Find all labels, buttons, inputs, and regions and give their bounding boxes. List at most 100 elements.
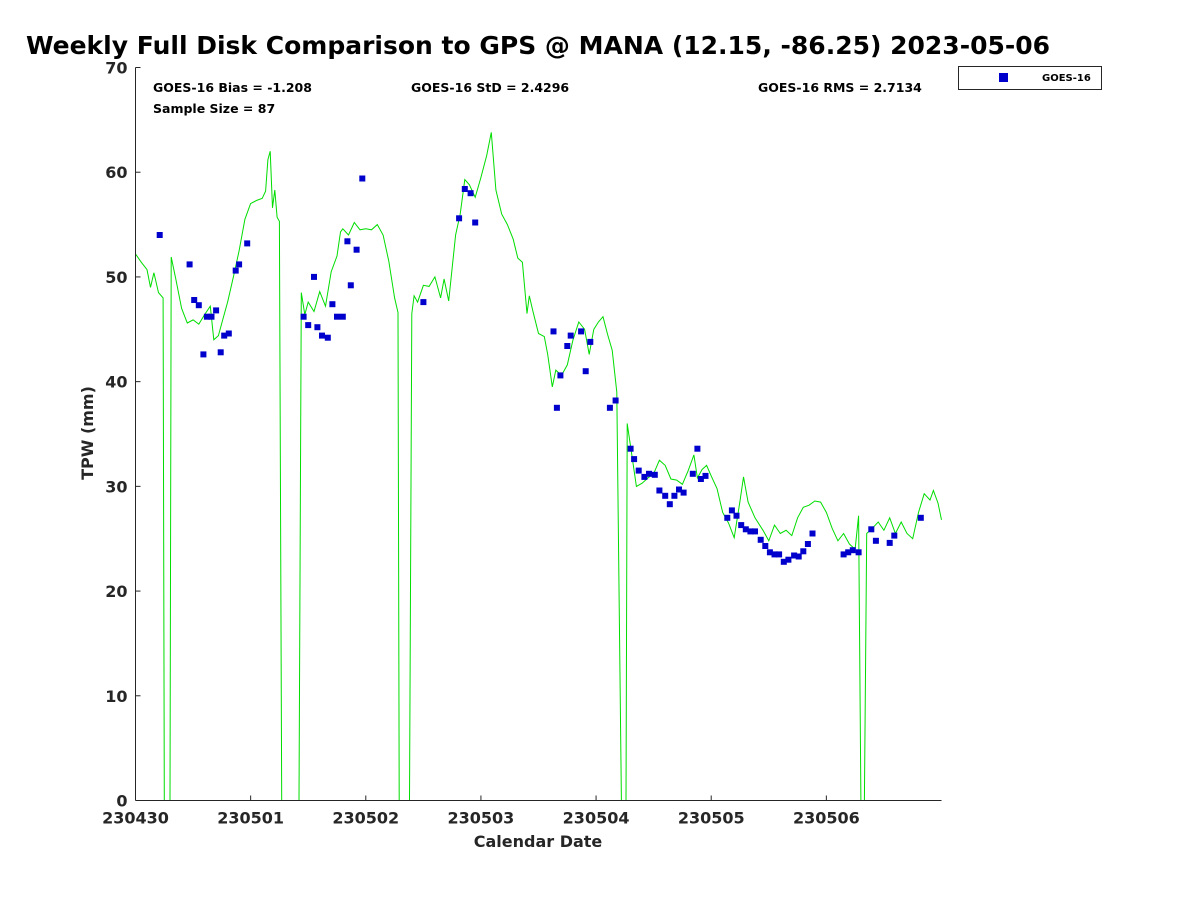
goes16-point (456, 215, 463, 222)
goes16-point (353, 246, 360, 253)
goes16-point (635, 467, 642, 474)
x-tick-label: 230430 (102, 809, 169, 828)
legend-marker (999, 73, 1008, 82)
goes16-point (886, 539, 893, 546)
x-tick-label: 230505 (678, 809, 745, 828)
goes16-point (680, 489, 687, 496)
y-tick-label: 30 (105, 477, 127, 496)
goes16-point (300, 313, 307, 320)
goes16-point (868, 526, 875, 533)
legend-box (958, 66, 1102, 90)
goes16-point (467, 190, 474, 197)
goes16-point (344, 238, 351, 245)
goes16-point (752, 528, 758, 535)
goes16-point (461, 186, 468, 192)
sample-size-stat: Sample Size = 87 (153, 101, 275, 116)
goes16-point (845, 549, 852, 556)
goes16-point (785, 556, 792, 563)
goes16-point (329, 301, 336, 308)
goes16-point (676, 486, 682, 493)
goes16-point (314, 324, 321, 331)
goes16-point (324, 334, 331, 341)
goes16-point (671, 492, 678, 499)
goes16-point (689, 470, 696, 477)
goes16-point (156, 232, 163, 238)
goes16-point (232, 267, 239, 274)
goes16-point (191, 297, 198, 303)
x-axis-ticks: 230430 230501 230502 230503 230504 230505 2305… (102, 795, 860, 828)
goes16-point (213, 307, 220, 314)
goes16-point (200, 351, 207, 358)
goes16-point (244, 240, 251, 247)
goes16-point (359, 175, 366, 182)
goes16-point (420, 299, 427, 306)
goes16-point (587, 338, 594, 345)
legend-label: GOES-16 (1042, 73, 1091, 84)
goes16-point (917, 514, 924, 521)
goes16-point (319, 332, 325, 339)
goes16-point (791, 552, 798, 559)
goes16-point (762, 543, 769, 549)
goes16-point (217, 349, 224, 356)
goes16-point (203, 313, 210, 320)
goes16-point (631, 456, 638, 463)
legend: GOES-16 (958, 66, 1102, 90)
y-tick-label: 70 (105, 59, 127, 78)
goes16-point (702, 472, 709, 479)
y-tick-label: 20 (105, 582, 127, 601)
goes16-point (849, 547, 856, 554)
goes16-point (208, 313, 215, 320)
y-axis-ticks: 0 10 20 30 40 50 60 70 (105, 59, 141, 811)
goes16-point (776, 551, 783, 558)
goes16-point (339, 313, 346, 320)
y-tick-label: 40 (105, 373, 127, 392)
goes16-point (550, 328, 557, 335)
x-tick-label: 230503 (448, 809, 515, 828)
goes16-point (738, 522, 745, 529)
goes16-point (666, 501, 673, 508)
goes16-point (236, 261, 243, 268)
goes16-point (472, 219, 479, 226)
goes16-point (771, 551, 778, 558)
x-tick-label: 230502 (332, 809, 399, 828)
goes16-point (662, 492, 669, 499)
x-tick-label: 230501 (217, 809, 284, 828)
goes16-point (724, 514, 731, 521)
chart-title: Weekly Full Disk Comparison to GPS @ MAN… (26, 31, 1050, 60)
goes16-point (800, 548, 807, 555)
goes16-point (557, 372, 564, 379)
goes16-point (334, 313, 340, 320)
goes16-point (221, 332, 228, 339)
goes16-point (311, 273, 317, 280)
gps-line-layer (135, 132, 942, 801)
goes16-point (747, 528, 754, 535)
goes16-point (567, 332, 574, 339)
rms-stat: GOES-16 RMS = 2.7134 (758, 80, 922, 95)
goes16-point (651, 471, 658, 478)
goes16-point (733, 512, 740, 519)
goes16-point (553, 404, 560, 411)
goes16-point (855, 549, 862, 556)
x-tick-label: 230506 (793, 809, 860, 828)
y-tick-label: 0 (116, 792, 127, 811)
goes16-point (186, 261, 193, 268)
y-tick-label: 60 (105, 163, 127, 182)
goes16-point (795, 553, 802, 560)
goes16-point (872, 537, 879, 544)
goes16-point (606, 404, 613, 411)
goes16-point (742, 526, 749, 533)
goes16-point (646, 470, 652, 477)
goes16-point (780, 558, 787, 565)
goes16-point (766, 549, 773, 556)
goes16-point (612, 397, 619, 404)
plot-area (135, 67, 942, 801)
goes16-point (347, 282, 354, 289)
x-tick-label: 230504 (563, 809, 630, 828)
goes16-point (305, 322, 312, 329)
goes16-point (627, 445, 634, 452)
goes16-point (697, 476, 704, 482)
goes16-point (582, 368, 589, 375)
goes16-point (225, 330, 232, 337)
goes16-point (564, 343, 571, 349)
